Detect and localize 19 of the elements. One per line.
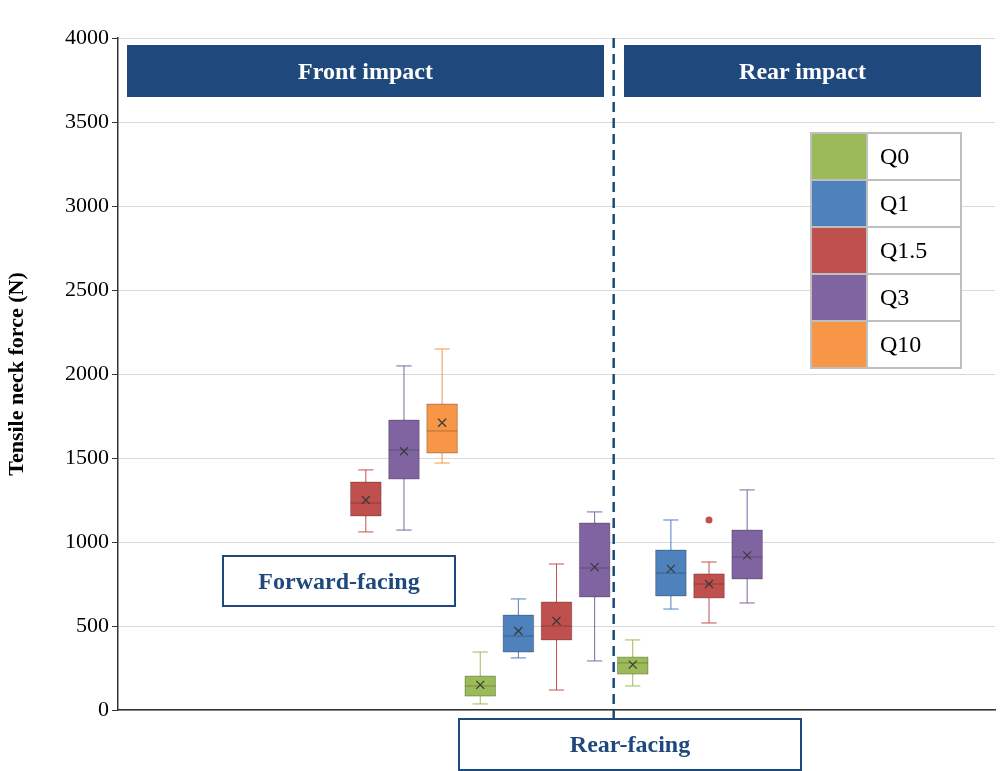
legend-label: Q1.5 — [867, 227, 961, 274]
y-tick-label: 4000 — [65, 23, 109, 49]
y-tick-label: 2500 — [65, 275, 109, 301]
y-tick-label: 0 — [98, 695, 109, 721]
legend-label: Q3 — [867, 274, 961, 321]
y-tick-label: 2000 — [65, 359, 109, 385]
y-tick-label: 3500 — [65, 107, 109, 133]
label-frame: Forward-facing — [222, 555, 456, 607]
legend-label: Q0 — [867, 133, 961, 180]
y-tick-label: 1500 — [65, 443, 109, 469]
y-tick-label: 500 — [76, 611, 109, 637]
legend-label: Q10 — [867, 321, 961, 368]
label-frame: Rear-facing — [458, 718, 802, 771]
y-tick-label: 1000 — [65, 527, 109, 553]
y-tick-label: 3000 — [65, 191, 109, 217]
banner: Front impact — [127, 45, 604, 97]
banner: Rear impact — [624, 45, 981, 97]
legend-label: Q1 — [867, 180, 961, 227]
y-axis-title: Tensile neck force (N) — [2, 272, 28, 476]
